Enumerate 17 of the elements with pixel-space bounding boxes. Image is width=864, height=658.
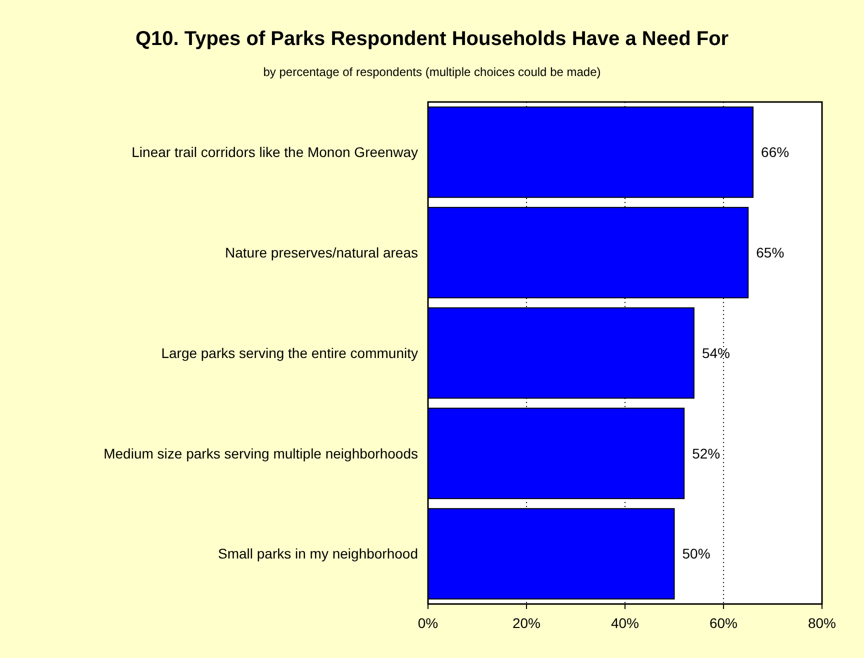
data-label: 52%: [692, 445, 720, 462]
chart-subtitle: by percentage of respondents (multiple choices could be made): [263, 65, 601, 79]
x-tick-label: 80%: [808, 615, 836, 631]
data-label: 50%: [682, 546, 710, 562]
y-tick-label: Nature preserves/natural areas: [225, 244, 418, 260]
y-tick-label: Small parks in my neighborhood: [218, 546, 418, 562]
y-tick-label: Large parks serving the entire community: [161, 344, 418, 361]
y-tick-label: Linear trail corridors like the Monon Greenway: [132, 144, 418, 160]
x-tick-label: 60%: [709, 615, 738, 631]
chart-title: Q10. Types of Parks Respondent Households Have a Need For: [135, 28, 729, 50]
data-label: 54%: [702, 344, 730, 361]
y-tick-label: Medium size parks serving multiple neighborhoods: [104, 445, 418, 462]
x-tick-label: 20%: [512, 615, 541, 631]
x-tick-label: 40%: [610, 615, 640, 631]
x-tick-label: 0%: [418, 615, 438, 631]
data-label: 66%: [761, 144, 790, 160]
data-label: 65%: [756, 244, 784, 260]
